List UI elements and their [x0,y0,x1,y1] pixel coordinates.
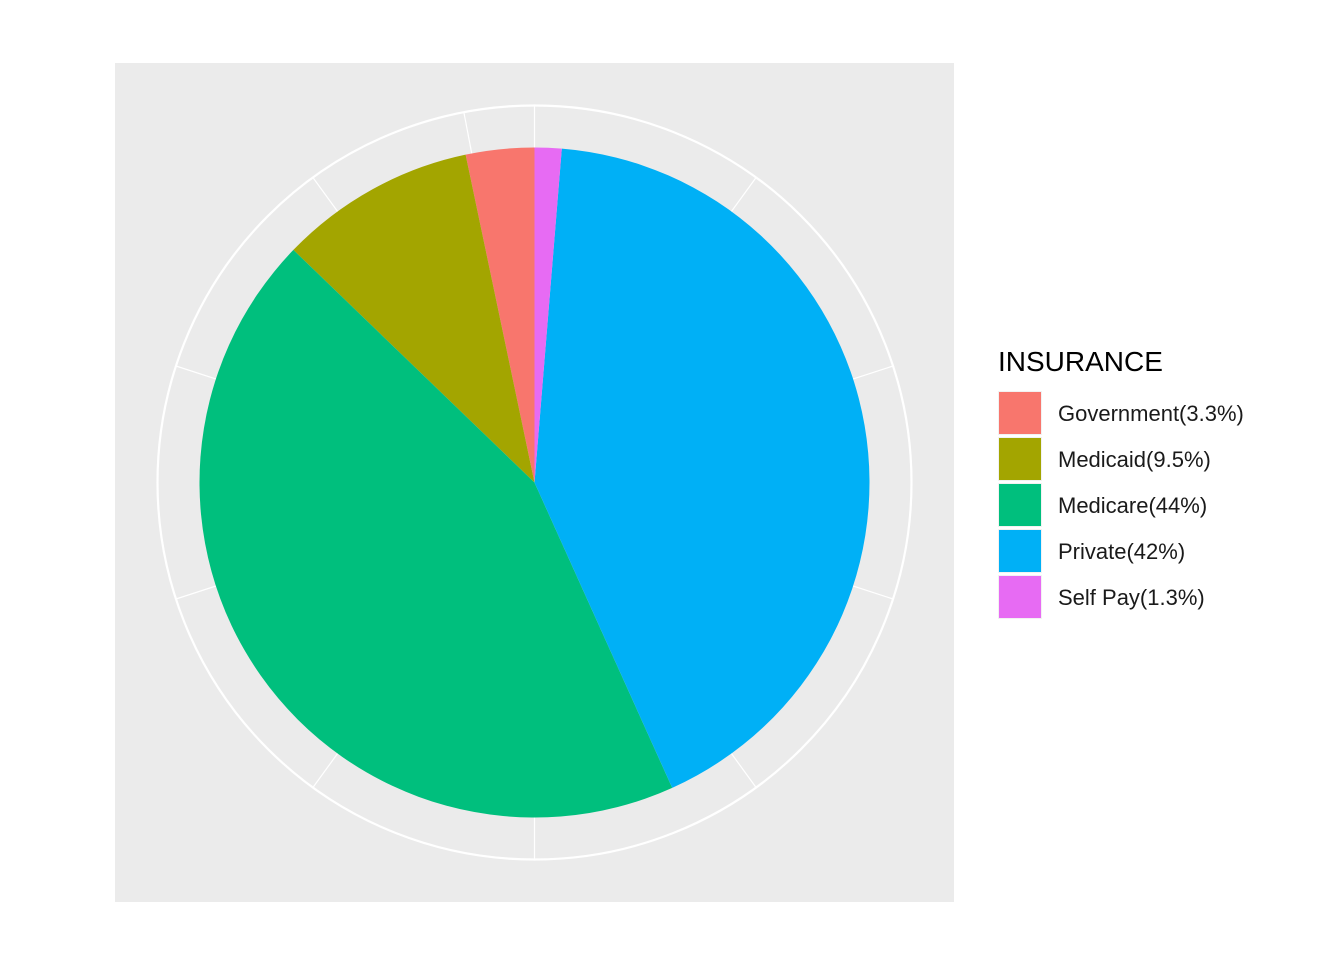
pie-slice [534,147,562,483]
legend-swatch [999,438,1041,480]
legend-label: Government(3.3%) [1058,401,1244,426]
legend-swatch [999,530,1041,572]
legend: INSURANCE Government(3.3%) Medicaid(9.5%)… [998,346,1244,619]
pie-slice [465,147,535,483]
pie-slice [534,148,870,788]
legend-label: Medicaid(9.5%) [1058,447,1211,472]
legend-item: Medicaid(9.5%) [998,437,1211,481]
legend-item: Private(42%) [998,529,1185,573]
legend-label: Medicare(44%) [1058,493,1207,518]
legend-swatch [999,392,1041,434]
legend-label: Self Pay(1.3%) [1058,585,1205,610]
legend-item: Government(3.3%) [998,391,1244,435]
pie-slice [293,154,535,483]
legend-label: Private(42%) [1058,539,1185,564]
legend-swatch [999,576,1041,618]
legend-title: INSURANCE [998,346,1163,377]
legend-item: Medicare(44%) [998,483,1207,527]
pie-slice [199,249,673,818]
legend-swatch [999,484,1041,526]
pie-slices [199,147,870,818]
legend-item: Self Pay(1.3%) [998,575,1205,619]
